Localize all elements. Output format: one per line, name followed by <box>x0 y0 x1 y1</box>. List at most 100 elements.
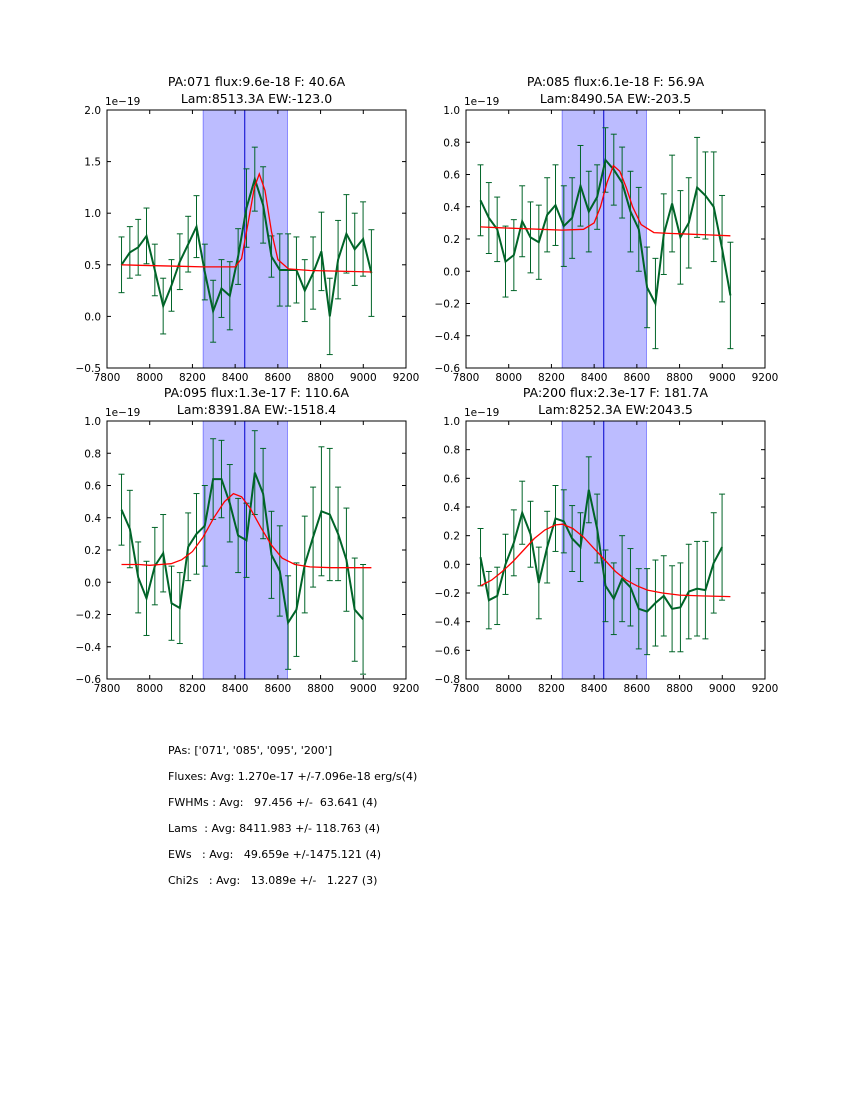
chart-panel-3: 7800 8000 8200 8400 8600 8800 9000 9200 −0.6 −0.4… <box>76 385 420 695</box>
y-tick-label: −0.2 <box>435 588 461 600</box>
x-tick-label: 9000 <box>709 372 736 384</box>
y-tick-label: −0.5 <box>76 363 102 375</box>
x-tick-label: 8800 <box>307 372 334 384</box>
y-tick-label: 1.0 <box>84 208 101 220</box>
x-tick-label: 8800 <box>307 683 334 695</box>
y-tick-label: 0.2 <box>443 234 460 246</box>
y-tick-label: −0.4 <box>435 617 461 629</box>
y-tick-label: 1.0 <box>84 416 101 428</box>
x-tick-label: 8800 <box>666 372 693 384</box>
y-tick-label: 0.0 <box>84 577 101 589</box>
axes-frame <box>465 420 766 680</box>
x-tick-label: 8600 <box>623 372 650 384</box>
x-tick-label: 8000 <box>136 683 163 695</box>
y-tick-label: 1.0 <box>443 105 460 117</box>
chart-title-line1: PA:085 flux:6.1e-18 F: 56.9A <box>527 74 705 89</box>
x-tick-label: 8400 <box>222 372 249 384</box>
y-exponent-label: 1e−19 <box>464 96 499 108</box>
y-tick-label: −0.6 <box>435 363 461 375</box>
plot-content <box>477 110 734 368</box>
y-exponent-label: 1e−19 <box>464 407 499 419</box>
y-exponent-label: 1e−19 <box>105 407 140 419</box>
plot-content <box>118 110 375 368</box>
y-tick-label: 0.6 <box>443 170 460 182</box>
chart-title-line2: Lam:8513.3A EW:-123.0 <box>181 91 332 106</box>
y-tick-label: 0.4 <box>84 513 101 525</box>
x-tick-label: 8600 <box>264 372 291 384</box>
y-tick-label: −0.8 <box>435 674 461 686</box>
stats-fluxes: Fluxes: Avg: 1.270e-17 +/-7.096e-18 erg/… <box>168 770 418 783</box>
y-tick-label: −0.6 <box>76 674 102 686</box>
y-tick-label: 2.0 <box>84 105 101 117</box>
chart-title-line2: Lam:8252.3A EW:2043.5 <box>538 402 693 417</box>
plot-content <box>477 421 731 679</box>
fit-line <box>480 523 731 598</box>
y-tick-label: 0.6 <box>443 473 460 485</box>
x-tick-label: 8600 <box>264 683 291 695</box>
y-tick-label: 0.2 <box>84 545 101 557</box>
x-tick-label: 7800 <box>94 683 121 695</box>
stats-fwhms: FWHMs : Avg: 97.456 +/- 63.641 (4) <box>168 796 378 809</box>
shaded-band <box>202 421 288 679</box>
x-tick-label: 7800 <box>453 372 480 384</box>
chart-title-line1: PA:071 flux:9.6e-18 F: 40.6A <box>168 74 346 89</box>
x-tick-label: 9000 <box>350 683 377 695</box>
shaded-band <box>561 110 647 368</box>
y-tick-label: 0.4 <box>443 202 460 214</box>
y-tick-label: −0.4 <box>76 642 102 654</box>
x-tick-label: 9200 <box>752 372 779 384</box>
y-tick-label: 1.5 <box>84 157 101 169</box>
x-tick-label: 7800 <box>453 683 480 695</box>
figure: 7800 8000 8200 8400 8600 8800 9000 9200 −0.5 0.0 0… <box>76 74 779 695</box>
chart-title-line2: Lam:8391.8A EW:-1518.4 <box>177 402 336 417</box>
x-tick-label: 9000 <box>709 683 736 695</box>
y-tick-label: 0.4 <box>443 502 460 514</box>
y-tick-label: 0.0 <box>84 311 101 323</box>
data-series-line <box>120 472 364 626</box>
x-tick-label: 8400 <box>222 683 249 695</box>
chart-panel-2: 7800 8000 8200 8400 8600 8800 9000 9200 −0.6 −0.4… <box>435 74 779 384</box>
y-tick-label: 0.6 <box>84 481 101 493</box>
x-tick-label: 8000 <box>495 683 522 695</box>
x-tick-label: 8000 <box>136 372 163 384</box>
chart-title-line2: Lam:8490.5A EW:-203.5 <box>540 91 691 106</box>
fit-line <box>121 172 372 273</box>
stats-pas: PAs: ['071', '085', '095', '200'] <box>168 744 333 757</box>
y-tick-label: −0.4 <box>435 331 461 343</box>
y-tick-label: −0.6 <box>435 645 461 657</box>
x-tick-label: 9200 <box>393 683 420 695</box>
x-tick-label: 9000 <box>350 372 377 384</box>
axes-frame <box>106 109 407 369</box>
stats-lams: Lams : Avg: 8411.983 +/- 118.763 (4) <box>168 822 381 835</box>
chart-title-line1: PA:095 flux:1.3e-17 F: 110.6A <box>164 385 350 400</box>
y-tick-label: 0.0 <box>443 266 460 278</box>
x-tick-label: 9200 <box>752 683 779 695</box>
x-tick-label: 8400 <box>581 683 608 695</box>
y-tick-label: 0.8 <box>443 445 460 457</box>
x-tick-label: 7800 <box>94 372 121 384</box>
y-tick-label: 0.0 <box>443 559 460 571</box>
fit-line <box>121 492 372 569</box>
y-tick-label: −0.2 <box>435 299 461 311</box>
x-tick-label: 9200 <box>393 372 420 384</box>
x-tick-label: 8200 <box>179 683 206 695</box>
y-tick-label: 0.8 <box>443 137 460 149</box>
chart-title-line1: PA:200 flux:2.3e-17 F: 181.7A <box>523 385 709 400</box>
stats-chi2s: Chi2s : Avg: 13.089e +/- 1.227 (3) <box>168 874 378 887</box>
x-tick-label: 8200 <box>538 683 565 695</box>
x-tick-label: 8600 <box>623 683 650 695</box>
y-exponent-label: 1e−19 <box>105 96 140 108</box>
y-tick-label: 0.2 <box>443 531 460 543</box>
y-tick-label: 0.5 <box>84 260 101 272</box>
y-tick-label: 1.0 <box>443 416 460 428</box>
y-tick-label: −0.2 <box>76 610 102 622</box>
x-tick-label: 8200 <box>179 372 206 384</box>
x-tick-label: 8200 <box>538 372 565 384</box>
data-series-line <box>120 175 373 317</box>
data-series-line <box>479 157 732 307</box>
chart-panel-4: 7800 8000 8200 8400 8600 8800 9000 9200 −0.8 −0.6… <box>435 385 779 695</box>
plot-content <box>118 421 372 679</box>
y-tick-label: 0.8 <box>84 448 101 460</box>
x-tick-label: 8800 <box>666 683 693 695</box>
fit-line <box>480 164 731 237</box>
